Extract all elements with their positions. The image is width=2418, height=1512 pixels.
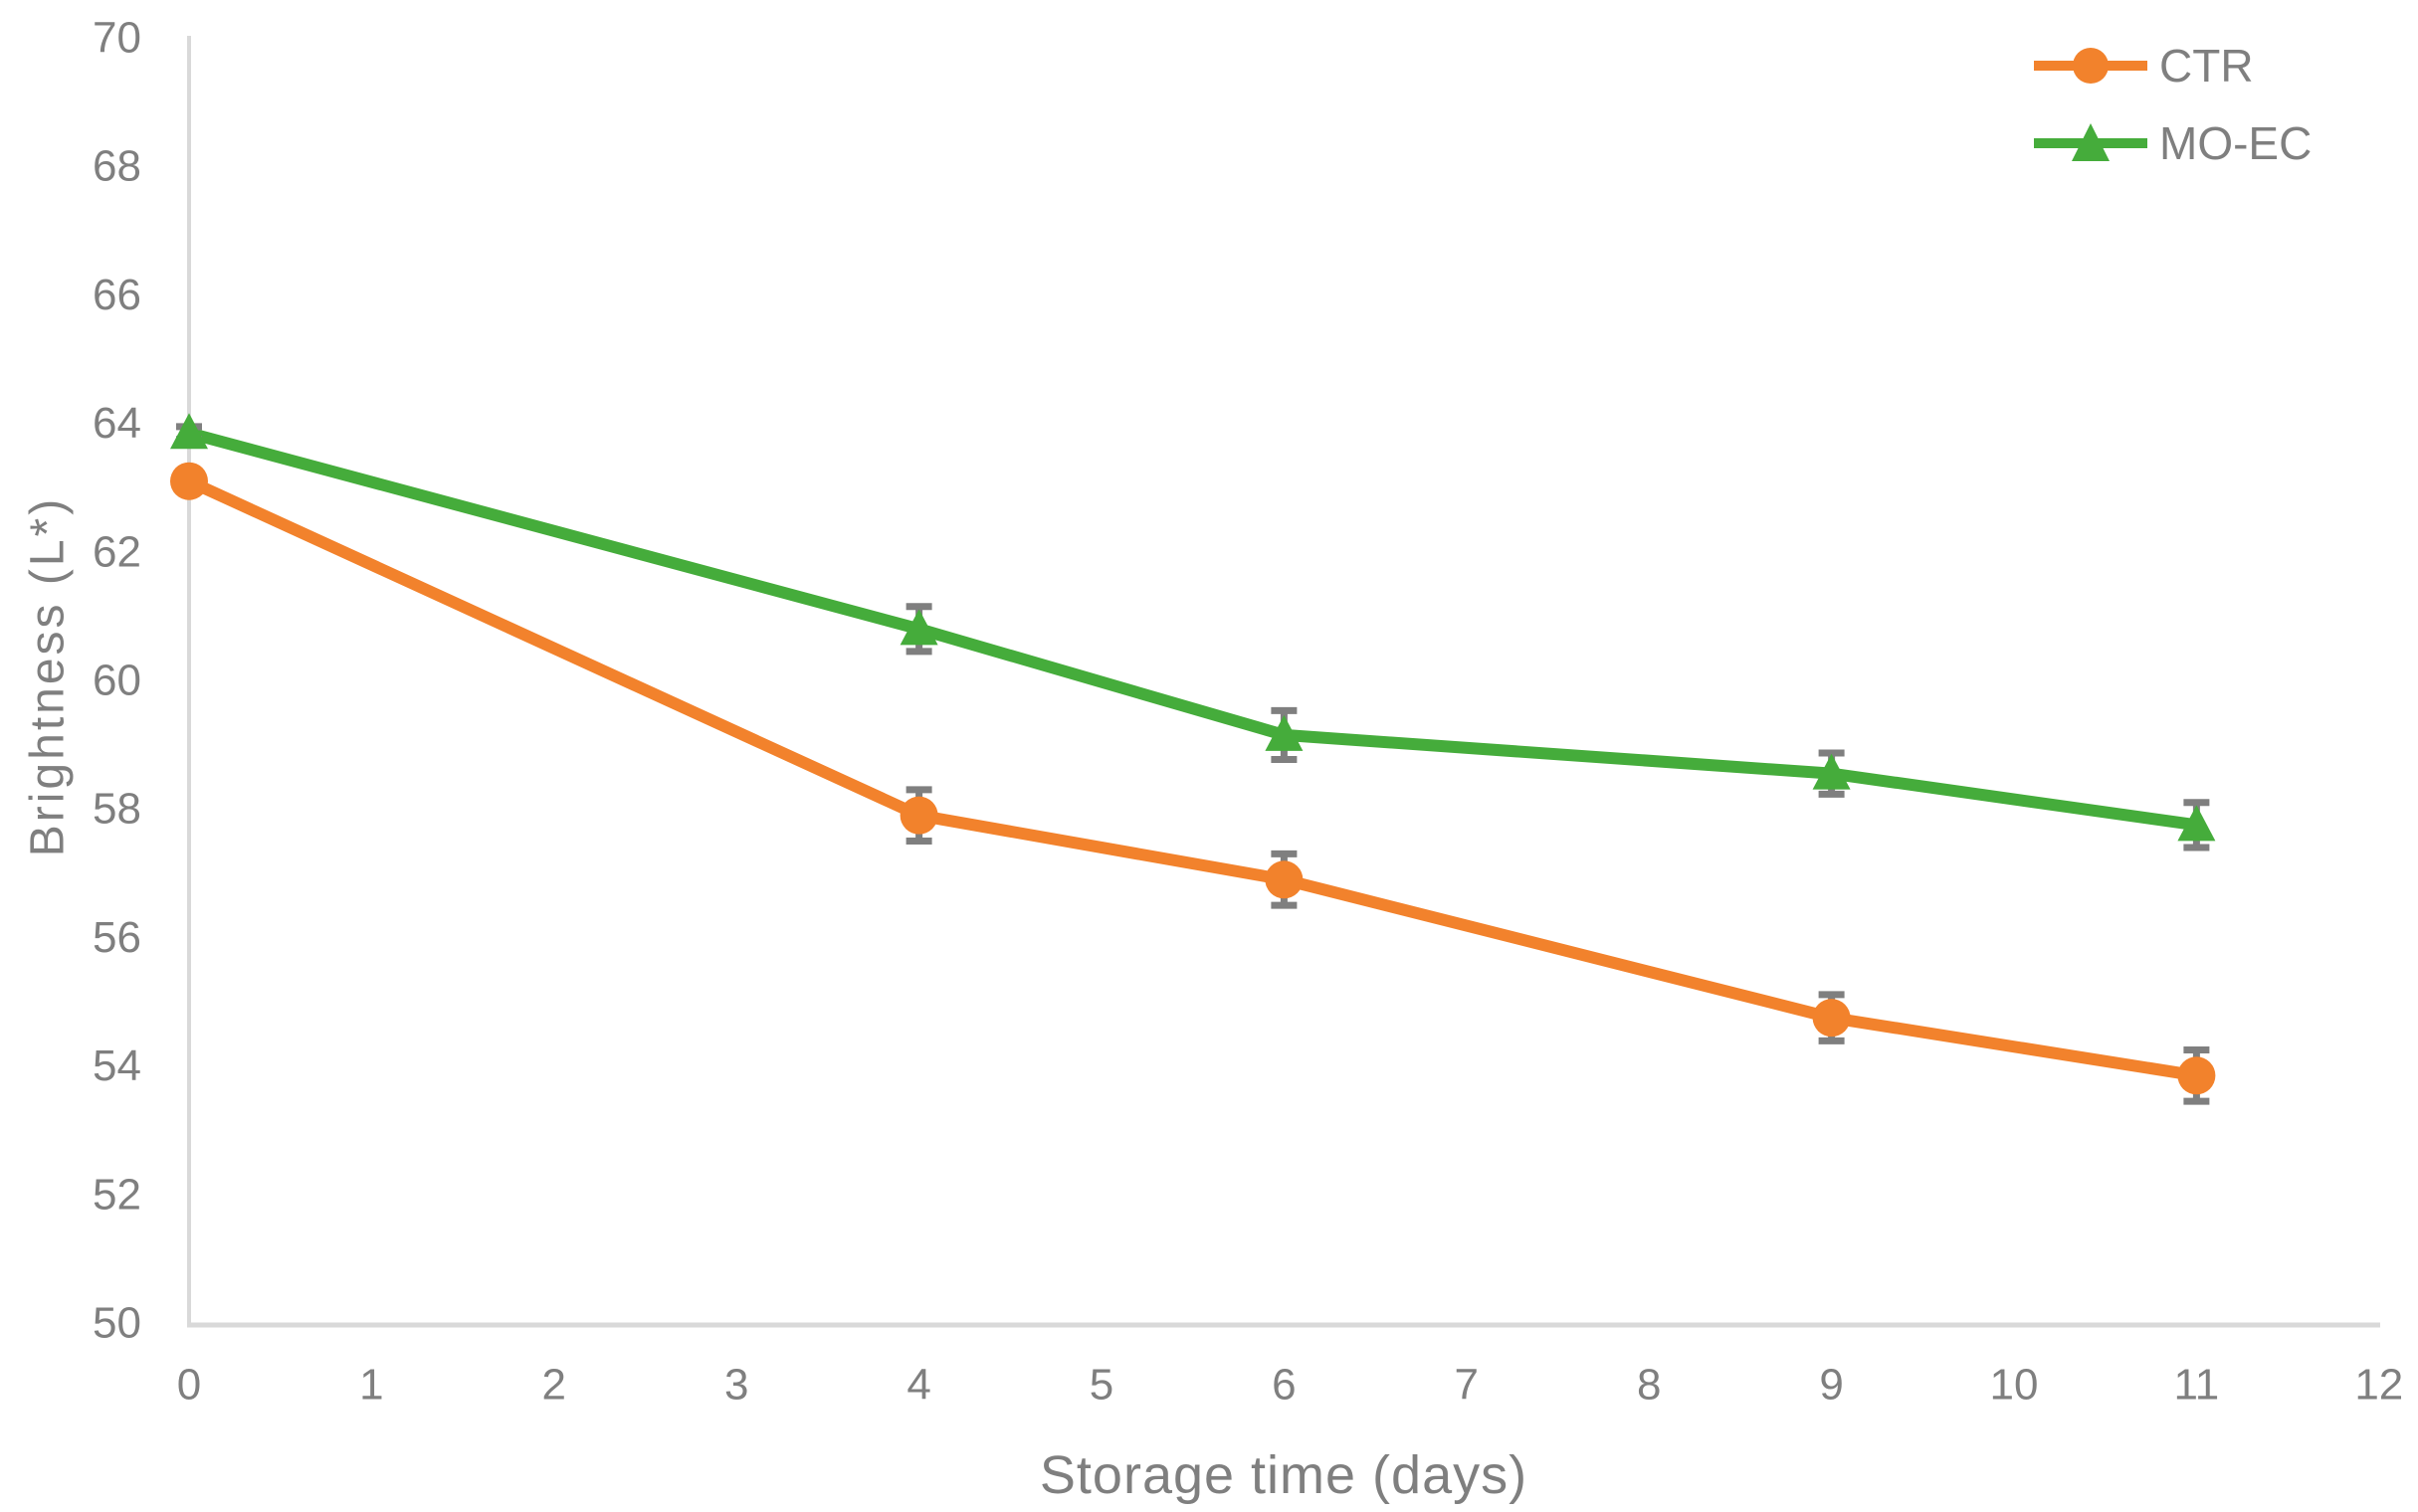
x-tick-label: 1 [359, 1361, 383, 1410]
data-point-triangle-mo-ec [1812, 753, 1851, 790]
ctr-line-circle-marker-icon [2034, 48, 2147, 84]
data-point-circle-ctr [1265, 860, 1304, 899]
data-point-triangle-mo-ec [170, 413, 208, 450]
x-tick-label: 9 [1819, 1361, 1843, 1410]
y-tick-label: 54 [93, 1041, 141, 1090]
data-point-circle-ctr [900, 796, 938, 835]
legend: CTR MO-EC [2032, 41, 2312, 168]
x-tick-label: 0 [177, 1361, 201, 1410]
x-tick-label: 11 [2174, 1361, 2220, 1410]
x-tick-label: 8 [1637, 1361, 1661, 1410]
x-tick-label: 7 [1455, 1361, 1479, 1410]
series-line-mo-ec [183, 427, 2203, 832]
data-point-triangle-mo-ec [900, 609, 938, 646]
legend-label-mo-ec: MO-EC [2159, 117, 2313, 169]
y-tick-label: 60 [93, 657, 141, 705]
y-tick-label: 56 [93, 913, 141, 962]
data-point-triangle-mo-ec [2177, 805, 2216, 842]
y-tick-label: 68 [93, 142, 141, 191]
y-tick-label: 52 [93, 1170, 141, 1219]
x-axis-title: Storage time (days) [1039, 1445, 1528, 1505]
data-point-circle-ctr [2177, 1056, 2216, 1095]
y-tick-label: 66 [93, 271, 141, 319]
x-tick-label: 10 [1990, 1361, 2039, 1410]
x-tick-label: 6 [1272, 1361, 1296, 1410]
x-tick-label: 4 [907, 1361, 930, 1410]
y-tick-label: 64 [93, 399, 141, 448]
x-tick-label: 2 [542, 1361, 566, 1410]
y-tick-label: 58 [93, 785, 141, 834]
data-point-triangle-mo-ec [1265, 714, 1304, 751]
y-axis-title: Brightness (L*) [21, 495, 75, 857]
data-point-circle-ctr [1812, 999, 1851, 1038]
legend-label-ctr: CTR [2159, 40, 2254, 92]
legend-item-ctr: CTR [2032, 41, 2312, 91]
y-tick-label: 70 [93, 14, 141, 63]
mo-ec-line-triangle-marker-icon [2034, 123, 2147, 161]
legend-item-mo-ec: MO-EC [2032, 118, 2312, 168]
y-tick-label: 50 [93, 1299, 141, 1348]
y-tick-label: 62 [93, 527, 141, 576]
x-tick-label: 3 [724, 1361, 748, 1410]
data-point-circle-ctr [170, 462, 208, 500]
x-tick-label: 12 [2354, 1361, 2403, 1410]
x-tick-label: 5 [1090, 1361, 1113, 1410]
